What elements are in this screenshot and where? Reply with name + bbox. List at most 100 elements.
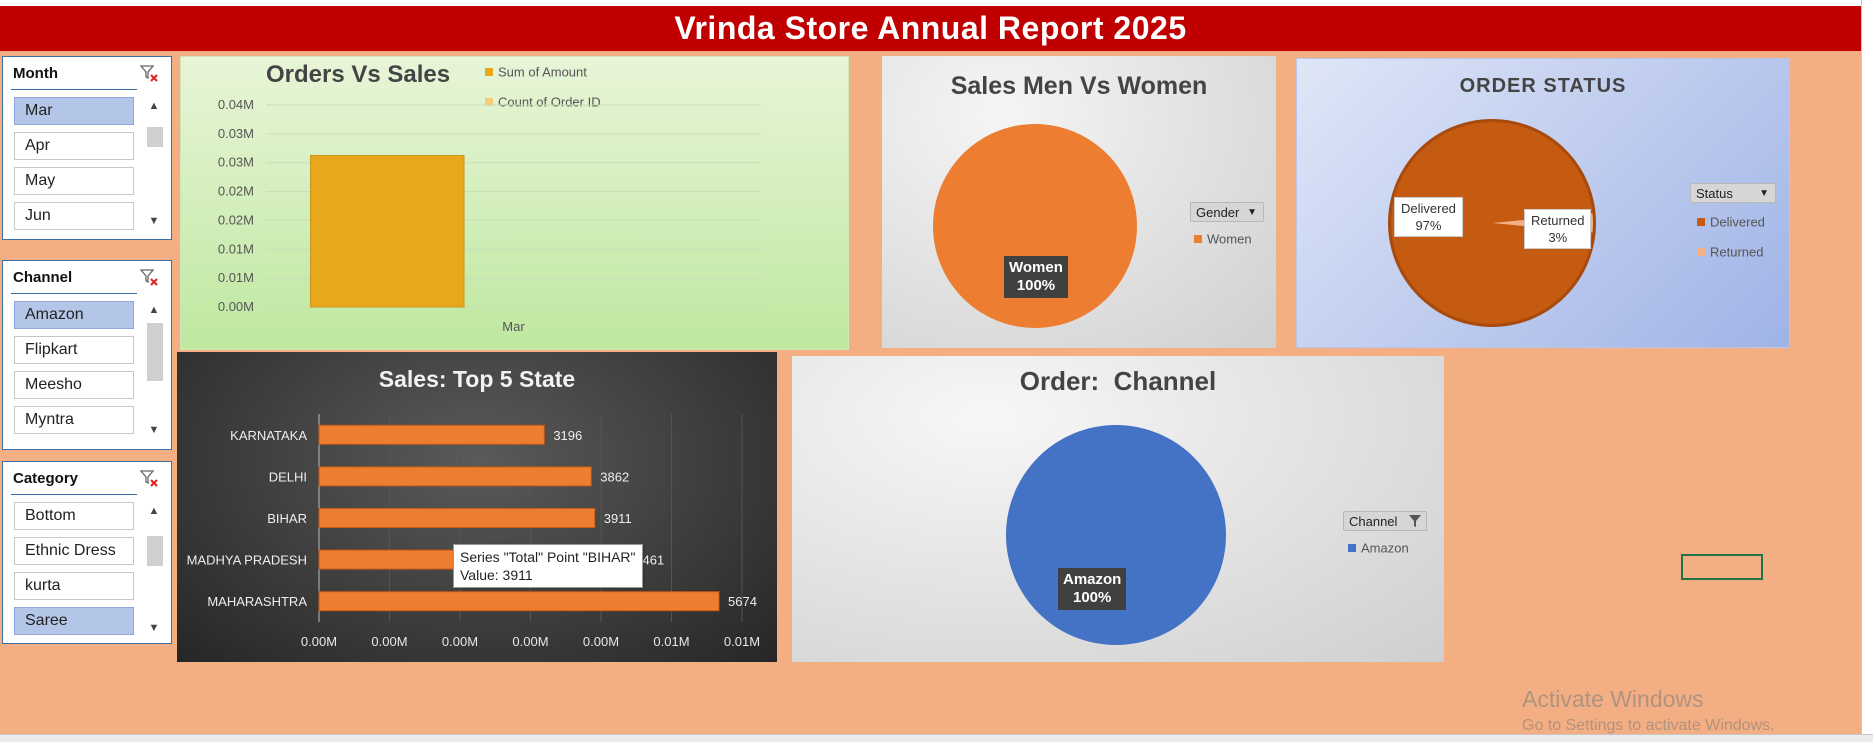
- slicer-item-kurta[interactable]: kurta: [14, 572, 134, 600]
- slice-percent: 3%: [1548, 230, 1568, 245]
- bar-value-label: 3862: [600, 469, 629, 484]
- vertical-scrollbar[interactable]: [1861, 0, 1873, 741]
- channel-filter-button[interactable]: Channel: [1343, 511, 1427, 531]
- y-tick-label: MADHYA PRADESH: [187, 553, 307, 568]
- tooltip-series: Series "Total" Point "BIHAR": [460, 549, 636, 565]
- slicer-title: Category: [13, 470, 79, 487]
- legend-label: Delivered: [1710, 214, 1765, 230]
- tooltip-value: Value: 3911: [460, 567, 533, 583]
- slicer-divider: [11, 89, 137, 90]
- chart-title: Sales Men Vs Women: [950, 72, 1208, 100]
- slicer-item-flipkart[interactable]: Flipkart: [14, 336, 134, 364]
- y-tick-label: MAHARASHTRA: [207, 594, 307, 609]
- slice-label: Amazon: [1063, 571, 1122, 588]
- selected-cell[interactable]: [1681, 554, 1763, 580]
- scroll-thumb[interactable]: [147, 323, 163, 381]
- state-bar-plot: 0.00M 0.00M 0.00M 0.00M 0.00M 0.01M 0.01M KARNA…: [187, 414, 760, 649]
- y-tick-label: 0.01M: [218, 270, 254, 285]
- report-title: Vrinda Store Annual Report 2025: [0, 6, 1861, 51]
- slicer-item-ethnic-dress[interactable]: Ethnic Dress: [14, 537, 134, 565]
- status-pie-plot: [1388, 119, 1596, 327]
- bar-value-label: 3196: [553, 428, 582, 443]
- pie-data-label: Returned 3%: [1524, 209, 1592, 249]
- bar-state: [318, 508, 596, 528]
- chevron-down-icon[interactable]: ▼: [148, 622, 160, 634]
- slicer-scrollbar[interactable]: ▲ ▼: [145, 502, 163, 637]
- filter-label: Gender: [1196, 205, 1240, 220]
- bar-state: [318, 466, 592, 487]
- slicer-item-meesho[interactable]: Meesho: [14, 371, 134, 399]
- status-filter-button[interactable]: Status ▼: [1690, 183, 1776, 203]
- category-slicer: Category Bottom Ethnic Dress kurta Saree…: [2, 461, 172, 644]
- chevron-down-icon[interactable]: ▼: [148, 215, 160, 227]
- y-tick-label: 0.00M: [218, 299, 254, 314]
- slicer-scrollbar[interactable]: ▲ ▼: [145, 97, 163, 232]
- x-tick-label: 0.01M: [653, 634, 689, 649]
- slicer-item-mar[interactable]: Mar: [14, 97, 134, 125]
- slicer-item-may[interactable]: May: [14, 167, 134, 195]
- bar-value-label: 461: [643, 553, 665, 568]
- bar-value-label: 3911: [604, 511, 632, 526]
- chart-legend: Amazon: [1348, 539, 1409, 557]
- chart-legend: Delivered Returned: [1697, 213, 1765, 261]
- x-tick-label: 0.00M: [512, 634, 548, 649]
- bar-state: [318, 591, 720, 612]
- slice-label: Returned: [1531, 213, 1585, 228]
- x-tick-label: Mar: [502, 319, 525, 334]
- order-channel-chart[interactable]: Order: Channel Amazon 100% Channel Amazo…: [792, 356, 1444, 662]
- y-tick-label: BIHAR: [267, 511, 307, 526]
- scroll-thumb[interactable]: [147, 536, 163, 566]
- chevron-down-icon[interactable]: ▼: [148, 424, 160, 436]
- y-tick-label: KARNATAKA: [230, 428, 307, 443]
- pie-data-label: Delivered 97%: [1394, 197, 1463, 237]
- chevron-up-icon[interactable]: ▲: [148, 304, 160, 316]
- watermark-title: Activate Windows: [1522, 686, 1704, 712]
- dropdown-arrow-icon: ▼: [1759, 188, 1769, 199]
- slicer-scrollbar[interactable]: ▲ ▼: [145, 301, 163, 441]
- clear-filter-icon[interactable]: [139, 267, 159, 287]
- y-tick-label: 0.03M: [218, 155, 254, 170]
- chart-title: Sales: Top 5 State: [378, 366, 576, 392]
- sales-men-vs-women-chart[interactable]: Sales Men Vs Women Women 100% Gender ▼ W…: [882, 56, 1276, 348]
- filter-funnel-icon: [1409, 515, 1421, 527]
- legend-label: Sum of Amount: [498, 64, 587, 80]
- top-5-state-chart[interactable]: Sales: Top 5 State 0.00M 0.00M 0.00M 0.00M 0…: [177, 352, 777, 662]
- legend-swatch: [1348, 543, 1356, 552]
- y-tick-label: 0.02M: [218, 212, 254, 227]
- channel-slicer: Channel Amazon Flipkart Meesho Myntra ▲ …: [2, 260, 172, 450]
- scroll-thumb[interactable]: [147, 127, 163, 147]
- slicer-item-saree[interactable]: Saree: [14, 607, 134, 635]
- slice-percent: 100%: [1072, 589, 1112, 606]
- slicer-item-jun[interactable]: Jun: [14, 202, 134, 230]
- y-tick-label: 0.02M: [218, 184, 254, 199]
- sheet-tabs-bar[interactable]: [0, 734, 1873, 742]
- month-slicer: Month Mar Apr May Jun ▲ ▼: [2, 56, 172, 240]
- clear-filter-icon[interactable]: [139, 63, 159, 83]
- chevron-up-icon[interactable]: ▲: [148, 505, 160, 517]
- y-tick-label: 0.01M: [218, 241, 254, 256]
- slicer-item-apr[interactable]: Apr: [14, 132, 134, 160]
- slicer-title: Channel: [13, 269, 73, 286]
- pie-slice: [1391, 122, 1593, 325]
- dropdown-arrow-icon: ▼: [1247, 207, 1257, 218]
- channel-pie-plot: [1006, 425, 1226, 645]
- chevron-up-icon[interactable]: ▲: [148, 100, 160, 112]
- slicer-item-myntra[interactable]: Myntra: [14, 406, 134, 434]
- slicer-divider: [11, 494, 137, 495]
- bar-value-label: 5674: [728, 594, 757, 609]
- pie-data-label: Amazon 100%: [1058, 568, 1127, 610]
- slicer-item-bottom[interactable]: Bottom: [14, 502, 134, 530]
- slice-label: Women: [1009, 259, 1063, 276]
- chart-title: ORDER STATUS: [1459, 75, 1627, 97]
- clear-filter-icon[interactable]: [139, 468, 159, 488]
- y-tick-label: 0.03M: [218, 126, 254, 141]
- legend-swatch: [1697, 247, 1705, 256]
- legend-swatch: [1194, 234, 1202, 243]
- x-tick-label: 0.00M: [442, 634, 478, 649]
- x-tick-label: 0.01M: [724, 634, 760, 649]
- orders-vs-sales-chart[interactable]: Orders Vs Sales Sum of Amount Count of O…: [180, 56, 849, 350]
- chart-title: Orders Vs Sales: [266, 61, 451, 88]
- slicer-item-amazon[interactable]: Amazon: [14, 301, 134, 329]
- gender-filter-button[interactable]: Gender ▼: [1190, 202, 1264, 222]
- order-status-chart[interactable]: ORDER STATUS Delivered 97% Returned 3% S…: [1296, 58, 1790, 348]
